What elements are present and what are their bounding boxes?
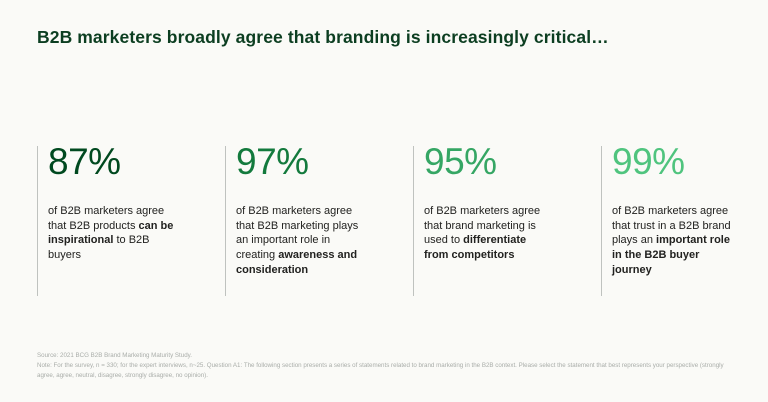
stat-column-inspirational: 87% of B2B marketers agree that B2B prod… — [37, 141, 225, 296]
stat-description: of B2B marketers agree that brand market… — [424, 205, 541, 261]
stat-column-differentiate: 95% of B2B marketers agree that brand ma… — [413, 141, 601, 296]
footnote: Source: 2021 BCG B2B Brand Marketing Mat… — [37, 351, 728, 381]
stat-description: of B2B marketers agree that B2B marketin… — [236, 205, 359, 276]
stat-value: 87% — [48, 141, 121, 182]
divider-line — [225, 146, 226, 296]
stat-description: of B2B marketers agree that trust in a B… — [612, 205, 731, 276]
stats-row: 87% of B2B marketers agree that B2B prod… — [37, 141, 768, 296]
slide-title: B2B marketers broadly agree that brandin… — [37, 27, 609, 47]
stat-column-trust: 99% of B2B marketers agree that trust in… — [601, 141, 768, 296]
divider-line — [37, 146, 38, 296]
stat-description: of B2B marketers agree that B2B products… — [48, 205, 174, 261]
divider-line — [601, 146, 602, 296]
stat-value: 97% — [236, 141, 309, 182]
stat-value: 99% — [612, 141, 685, 182]
divider-line — [413, 146, 414, 296]
footer-note: Note: For the survey, n = 330; for the e… — [37, 361, 724, 379]
stat-column-awareness: 97% of B2B marketers agree that B2B mark… — [225, 141, 413, 296]
footer-source: Source: 2021 BCG B2B Brand Marketing Mat… — [37, 352, 192, 359]
stat-value: 95% — [424, 141, 497, 182]
